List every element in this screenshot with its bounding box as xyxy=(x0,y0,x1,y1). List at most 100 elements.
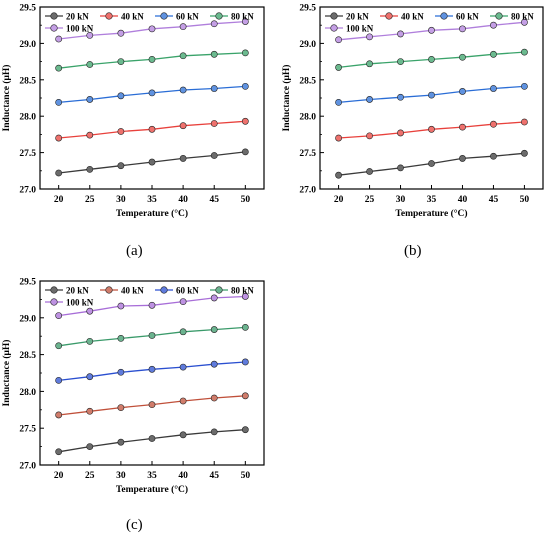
data-point xyxy=(55,376,63,384)
data-point xyxy=(86,61,94,68)
data-point xyxy=(210,50,218,58)
data-point xyxy=(210,85,218,92)
y-tick-label: 29.5 xyxy=(19,4,36,14)
data-point xyxy=(428,91,435,99)
chart-panel-3: 20 25 30 35 40 45 50 27.0 27.5 28.0 28.5 29.0 29.5 Te… xyxy=(1,278,265,495)
data-point xyxy=(490,152,497,160)
data-point xyxy=(210,20,218,28)
series-1 xyxy=(55,426,249,456)
legend: 20 kN 40 kN 60 kN 80 kN 100 kN xyxy=(45,285,254,307)
series-1 xyxy=(55,148,249,177)
data-point xyxy=(459,88,466,95)
data-point xyxy=(55,342,63,350)
data-point xyxy=(86,31,94,39)
legend-marker xyxy=(50,286,58,294)
x-tick-label: 50 xyxy=(241,195,251,205)
data-point xyxy=(179,52,187,60)
data-point xyxy=(117,128,125,135)
data-point xyxy=(117,438,125,446)
data-point xyxy=(210,394,218,402)
x-tick-label: 50 xyxy=(520,195,530,205)
data-point xyxy=(86,96,94,103)
data-point xyxy=(459,123,466,131)
data-point xyxy=(241,392,249,400)
data-point xyxy=(86,407,94,415)
data-point xyxy=(366,132,373,140)
legend-label: 40 kN xyxy=(121,11,144,21)
data-point xyxy=(179,23,187,31)
data-point xyxy=(117,335,125,342)
y-axis-label: Inductance (μH) xyxy=(281,65,292,132)
y-tick-label: 29.0 xyxy=(19,40,36,50)
legend-marker xyxy=(215,286,223,294)
series-4 xyxy=(55,323,249,350)
legend-label: 80 kN xyxy=(231,11,254,21)
legend-label: 40 kN xyxy=(401,11,424,21)
series-5 xyxy=(55,293,249,319)
series-2 xyxy=(55,392,249,419)
data-point xyxy=(397,58,404,65)
data-point xyxy=(210,152,218,159)
legend-marker xyxy=(50,298,58,306)
data-point xyxy=(179,86,187,94)
data-point xyxy=(335,134,342,142)
data-point xyxy=(117,404,125,411)
data-point xyxy=(179,397,187,405)
y-tick-label: 28.0 xyxy=(19,388,36,398)
data-point xyxy=(210,294,218,302)
data-point xyxy=(241,117,249,125)
data-point xyxy=(459,155,466,162)
data-point xyxy=(148,25,156,33)
y-tick-label: 27.5 xyxy=(19,425,36,435)
data-point xyxy=(397,93,404,101)
legend-marker xyxy=(385,12,393,20)
data-point xyxy=(366,96,373,103)
x-tick-label: 20 xyxy=(334,195,344,205)
y-tick-label: 28.5 xyxy=(19,351,36,361)
legend-marker xyxy=(50,24,58,32)
x-tick-label: 45 xyxy=(209,471,219,481)
data-point xyxy=(241,49,249,57)
x-tick-label: 20 xyxy=(54,471,64,481)
y-tick-label: 27.5 xyxy=(299,149,316,159)
x-axis-label: Temperature (°C) xyxy=(395,208,467,219)
data-point xyxy=(117,162,125,170)
x-tick-label: 30 xyxy=(116,471,126,481)
data-point xyxy=(86,307,94,315)
data-point xyxy=(148,56,156,63)
series-5 xyxy=(55,18,249,43)
series-3 xyxy=(55,358,249,384)
y-tick-label: 29.5 xyxy=(19,278,36,288)
x-tick-label: 35 xyxy=(147,195,157,205)
legend-label: 80 kN xyxy=(511,11,534,21)
data-point xyxy=(241,358,249,366)
data-point xyxy=(148,301,156,309)
data-point xyxy=(179,328,187,336)
data-point xyxy=(179,431,187,439)
data-point xyxy=(179,363,187,371)
data-point xyxy=(335,64,342,71)
y-tick-label: 27.0 xyxy=(299,186,316,196)
data-point xyxy=(397,129,404,137)
data-point xyxy=(241,82,249,90)
caption-b: (b) xyxy=(404,243,422,259)
y-tick-label: 28.5 xyxy=(19,76,36,86)
x-tick-label: 35 xyxy=(427,195,437,205)
legend-marker xyxy=(440,12,448,20)
data-point xyxy=(428,26,435,34)
data-point xyxy=(521,48,528,56)
legend: 20 kN 40 kN 60 kN 80 kN 100 kN xyxy=(325,11,534,33)
data-point xyxy=(366,168,373,175)
data-point xyxy=(86,443,94,450)
data-point xyxy=(490,120,497,128)
data-point xyxy=(335,171,342,179)
chart-panel-1: 20 25 30 35 40 45 50 27.0 27.5 28.0 28.5 29.0 29.5 Te… xyxy=(1,4,265,219)
data-point xyxy=(521,149,528,157)
series-4 xyxy=(335,48,528,71)
data-point xyxy=(117,368,125,376)
data-point xyxy=(55,64,63,72)
data-point xyxy=(55,98,63,106)
data-point xyxy=(241,323,249,331)
legend-marker xyxy=(50,12,58,20)
data-point xyxy=(86,131,94,139)
